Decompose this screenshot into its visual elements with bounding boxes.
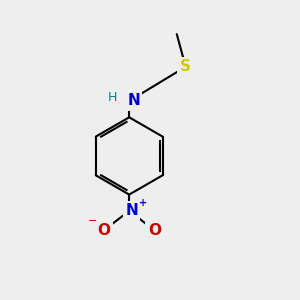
- Text: N: N: [127, 94, 140, 109]
- Text: N: N: [125, 203, 138, 218]
- Text: O: O: [148, 223, 161, 238]
- Text: +: +: [139, 199, 147, 208]
- Text: O: O: [98, 223, 110, 238]
- Text: S: S: [180, 59, 191, 74]
- Text: −: −: [88, 216, 97, 226]
- Text: H: H: [108, 92, 118, 104]
